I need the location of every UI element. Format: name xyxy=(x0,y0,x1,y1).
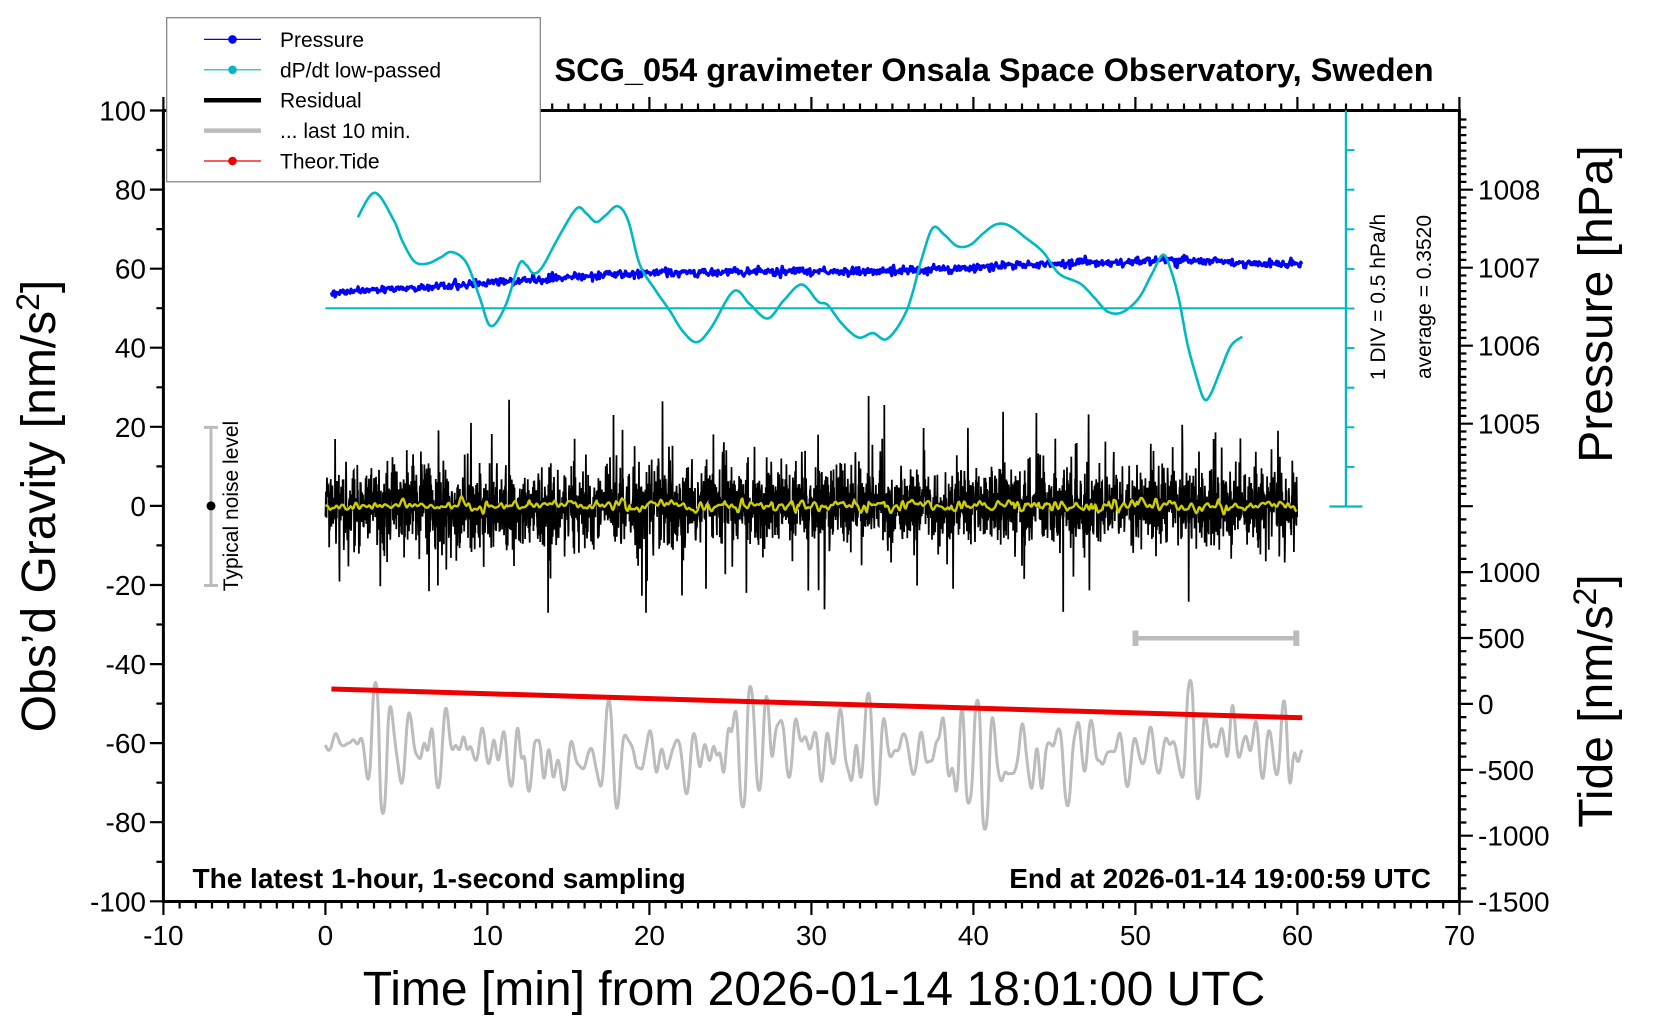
svg-text:-1000: -1000 xyxy=(1478,821,1550,852)
svg-text:Theor.Tide: Theor.Tide xyxy=(280,151,380,174)
svg-text:1006: 1006 xyxy=(1478,331,1540,362)
svg-text:Obs’d Gravity [nm/s2]: Obs’d Gravity [nm/s2] xyxy=(10,280,66,733)
svg-text:average = 0.3520: average = 0.3520 xyxy=(1413,215,1436,379)
svg-text:80: 80 xyxy=(115,175,146,206)
svg-text:20: 20 xyxy=(115,412,146,443)
svg-text:SCG_054 gravimeter Onsala Spac: SCG_054 gravimeter Onsala Space Observat… xyxy=(554,52,1433,88)
svg-text:Tide [nm/s2]: Tide [nm/s2] xyxy=(1567,574,1623,827)
svg-text:-500: -500 xyxy=(1478,755,1534,786)
svg-text:1005: 1005 xyxy=(1478,409,1540,440)
svg-text:10: 10 xyxy=(472,920,503,951)
svg-text:1008: 1008 xyxy=(1478,175,1540,206)
svg-text:-40: -40 xyxy=(106,649,146,680)
svg-text:-80: -80 xyxy=(106,807,146,838)
svg-text:... last 10 min.: ... last 10 min. xyxy=(280,120,411,143)
svg-text:50: 50 xyxy=(1120,920,1151,951)
svg-text:Typical noise level: Typical noise level xyxy=(220,421,243,591)
svg-text:1007: 1007 xyxy=(1478,253,1540,284)
svg-text:-1500: -1500 xyxy=(1478,887,1550,918)
svg-text:The latest 1-hour, 1-second sa: The latest 1-hour, 1-second sampling xyxy=(193,863,686,894)
svg-text:Pressure [hPa]: Pressure [hPa] xyxy=(1570,145,1623,462)
svg-text:-60: -60 xyxy=(106,728,146,759)
svg-text:Time [min] from 2026-01-14 18:: Time [min] from 2026-01-14 18:01:00 UTC xyxy=(363,963,1266,1016)
svg-text:60: 60 xyxy=(1282,920,1313,951)
svg-text:0: 0 xyxy=(130,491,146,522)
svg-text:500: 500 xyxy=(1478,623,1525,654)
svg-text:dP/dt low-passed: dP/dt low-passed xyxy=(280,59,441,82)
svg-text:70: 70 xyxy=(1444,920,1475,951)
svg-text:-20: -20 xyxy=(106,570,146,601)
svg-text:1 DIV = 0.5 hPa/h: 1 DIV = 0.5 hPa/h xyxy=(1367,214,1390,380)
svg-text:End at 2026-01-14 19:00:59 UTC: End at 2026-01-14 19:00:59 UTC xyxy=(1009,863,1431,894)
svg-text:Pressure: Pressure xyxy=(280,29,364,52)
svg-text:40: 40 xyxy=(958,920,989,951)
svg-text:0: 0 xyxy=(318,920,334,951)
svg-text:1000: 1000 xyxy=(1478,557,1540,588)
svg-text:40: 40 xyxy=(115,333,146,364)
svg-text:20: 20 xyxy=(634,920,665,951)
svg-text:Residual: Residual xyxy=(280,90,362,113)
svg-text:30: 30 xyxy=(796,920,827,951)
svg-text:60: 60 xyxy=(115,254,146,285)
svg-text:-10: -10 xyxy=(143,920,183,951)
svg-text:-100: -100 xyxy=(90,886,146,917)
svg-text:100: 100 xyxy=(99,96,146,127)
svg-text:0: 0 xyxy=(1478,689,1494,720)
